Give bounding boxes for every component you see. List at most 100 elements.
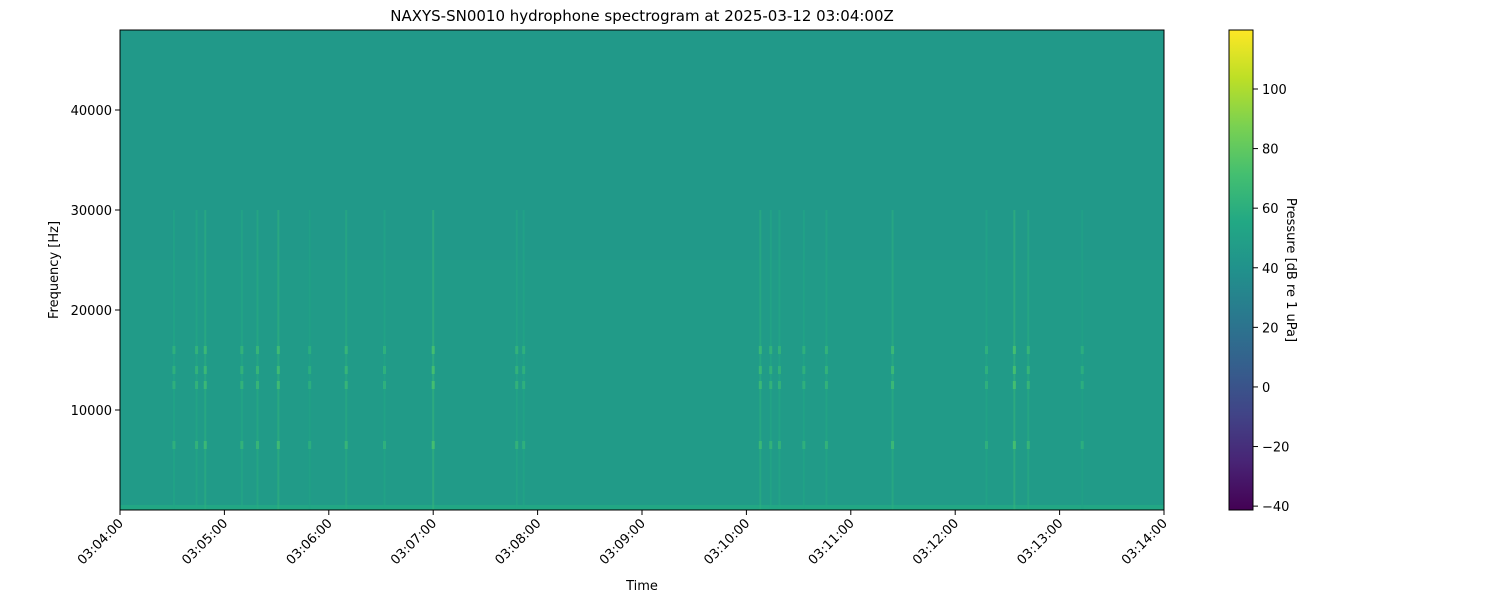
transient-harmonic: [195, 381, 199, 389]
x-tick-label: 03:04:00: [75, 516, 127, 568]
transient-harmonic: [203, 381, 207, 389]
transient-event: [432, 210, 435, 510]
transient-harmonic: [985, 366, 989, 374]
transient-event: [825, 210, 828, 510]
transient-harmonic: [172, 441, 176, 449]
transient-harmonic: [769, 346, 773, 354]
transient-harmonic: [382, 441, 386, 449]
transient-harmonic: [985, 346, 989, 354]
chart-title: NAXYS-SN0010 hydrophone spectrogram at 2…: [390, 7, 894, 25]
transient-harmonic: [308, 366, 312, 374]
transient-harmonic: [344, 441, 348, 449]
x-tick-label: 03:13:00: [1015, 516, 1067, 568]
transient-harmonic: [1012, 441, 1016, 449]
transient-harmonic: [255, 346, 259, 354]
x-tick-label: 03:05:00: [179, 516, 231, 568]
transient-harmonic: [240, 346, 244, 354]
transient-harmonic: [195, 441, 199, 449]
transient-harmonic: [1080, 346, 1084, 354]
transient-harmonic: [985, 441, 989, 449]
x-tick-label: 03:12:00: [910, 516, 962, 568]
transient-event: [759, 210, 762, 510]
transient-harmonic: [276, 381, 280, 389]
transient-event: [256, 210, 259, 510]
colorbar-gradient: [1228, 29, 1254, 511]
transient-event: [802, 210, 805, 510]
colorbar-tick-label: 20: [1262, 321, 1279, 336]
transient-event: [204, 210, 207, 510]
y-tick-label: 20000: [71, 304, 112, 319]
transient-harmonic: [276, 366, 280, 374]
transient-harmonic: [344, 366, 348, 374]
transient-harmonic: [1012, 381, 1016, 389]
transient-harmonic: [382, 346, 386, 354]
transient-harmonic: [824, 366, 828, 374]
transient-harmonic: [758, 441, 762, 449]
transient-harmonic: [758, 366, 762, 374]
transient-harmonic: [769, 366, 773, 374]
transient-event: [515, 210, 518, 510]
transient-harmonic: [431, 441, 435, 449]
transient-harmonic: [515, 441, 519, 449]
transient-harmonic: [802, 441, 806, 449]
transient-harmonic: [240, 366, 244, 374]
y-axis: 10000 20000 30000 40000: [71, 104, 120, 419]
transient-harmonic: [515, 381, 519, 389]
transient-harmonic: [172, 366, 176, 374]
transient-harmonic: [344, 381, 348, 389]
transient-harmonic: [985, 381, 989, 389]
x-tick-label: 03:06:00: [284, 516, 336, 568]
colorbar-tick-label: −20: [1262, 441, 1289, 456]
y-tick-label: 30000: [71, 204, 112, 219]
heatmap-low-band: [120, 505, 1164, 510]
colorbar-tick-label: 60: [1262, 202, 1279, 217]
y-axis-label: Frequency [Hz]: [47, 221, 62, 319]
transient-harmonic: [824, 346, 828, 354]
transient-event: [1013, 210, 1016, 510]
transient-event: [1027, 210, 1030, 510]
transient-harmonic: [515, 366, 519, 374]
transient-harmonic: [777, 441, 781, 449]
transient-harmonic: [824, 441, 828, 449]
plot-area: [119, 29, 1165, 511]
x-tick-label: 03:09:00: [597, 516, 649, 568]
x-tick-label: 03:10:00: [701, 516, 753, 568]
transient-harmonic: [515, 346, 519, 354]
transient-harmonic: [1026, 381, 1030, 389]
transient-harmonic: [203, 366, 207, 374]
transient-harmonic: [172, 346, 176, 354]
colorbar-tick-label: 40: [1262, 262, 1279, 277]
transient-harmonic: [276, 441, 280, 449]
colorbar-tick-label: −40: [1262, 500, 1289, 515]
transient-event: [1081, 210, 1084, 510]
y-tick-label: 40000: [71, 104, 112, 119]
transient-harmonic: [777, 366, 781, 374]
transient-harmonic: [802, 366, 806, 374]
y-tick-label: 10000: [71, 404, 112, 419]
transient-harmonic: [758, 381, 762, 389]
transient-harmonic: [255, 381, 259, 389]
transient-harmonic: [203, 441, 207, 449]
transient-harmonic: [240, 441, 244, 449]
transient-harmonic: [522, 366, 526, 374]
transient-harmonic: [240, 381, 244, 389]
transient-harmonic: [431, 381, 435, 389]
transient-event: [522, 210, 525, 510]
transient-harmonic: [1026, 441, 1030, 449]
x-tick-label: 03:08:00: [493, 516, 545, 568]
x-axis-label: Time: [625, 579, 658, 594]
transient-harmonic: [1012, 366, 1016, 374]
transient-harmonic: [522, 441, 526, 449]
colorbar: −40 −20 0 20 40 60 80 100: [1228, 29, 1289, 515]
transient-event: [195, 210, 198, 510]
transient-harmonic: [824, 381, 828, 389]
colorbar-tick-label: 0: [1262, 381, 1270, 396]
transient-harmonic: [276, 346, 280, 354]
colorbar-label: Pressure [dB re 1 uPa]: [1283, 198, 1298, 342]
transient-harmonic: [431, 346, 435, 354]
x-axis: 03:04:00 03:05:00 03:06:00 03:07:00 03:08:00…: [75, 510, 1171, 568]
transient-event: [345, 210, 348, 510]
transient-harmonic: [308, 441, 312, 449]
